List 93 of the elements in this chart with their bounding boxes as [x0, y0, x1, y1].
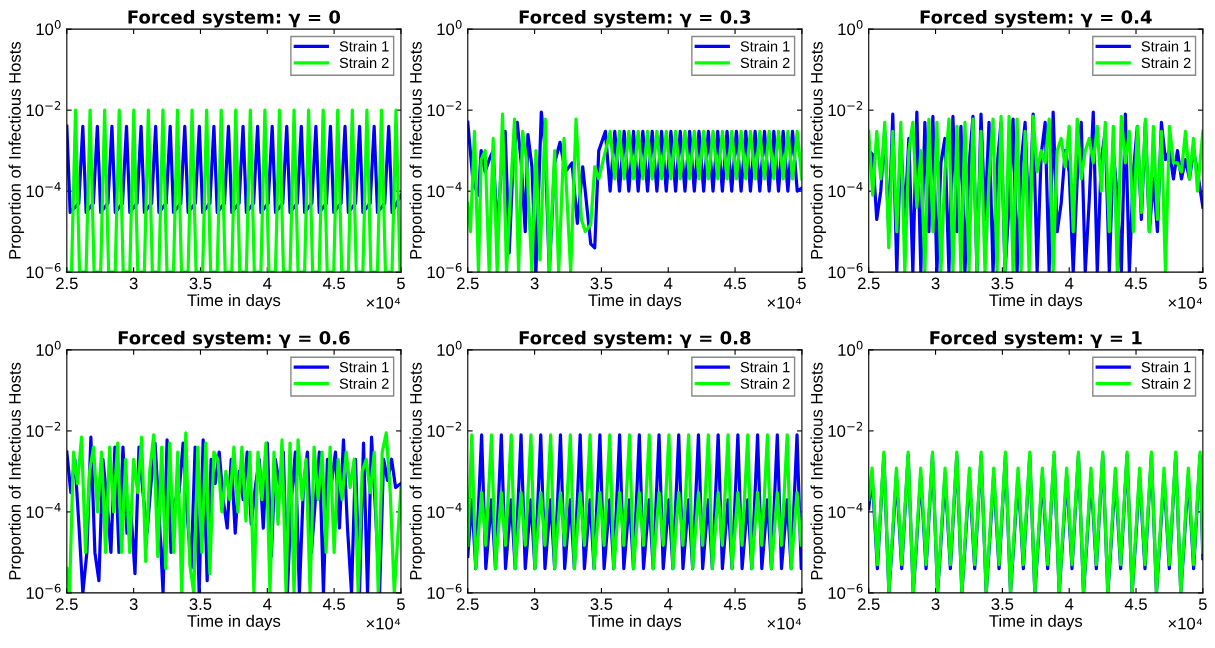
- y-tick-label: 10$^{0}$: [838, 340, 863, 356]
- y-tick-label: 10$^{−4}$: [26, 502, 61, 519]
- x-tick-label: 4: [1064, 277, 1074, 290]
- x-axis-title: Time in days: [588, 293, 682, 310]
- legend-label: Strain 2: [1141, 378, 1191, 389]
- y-tick-label: 10$^{−2}$: [828, 101, 863, 117]
- y-tick-label: 10$^{−4}$: [26, 182, 61, 198]
- x-tick-label: 3: [530, 277, 539, 290]
- y-tick-label: 10$^{0}$: [36, 20, 61, 36]
- y-tick-label: 10$^{0}$: [437, 340, 462, 356]
- text: ×10⁴: [366, 296, 401, 309]
- x-tick-label: 3: [931, 598, 940, 611]
- x-axis-title: Time in days: [989, 293, 1083, 310]
- x-tick-label: 5: [1198, 277, 1207, 290]
- x-tick-label: 4.5: [723, 277, 746, 290]
- y-axis-title: Proportion of Infectious Hosts: [409, 362, 426, 580]
- x-tick-label: 5: [396, 598, 405, 611]
- legend-label: Strain 1: [740, 361, 790, 373]
- y-tick-label: 10$^{−4}$: [828, 502, 863, 519]
- x-tick-label: 3.5: [590, 598, 613, 611]
- x-tick-label: 4: [1064, 598, 1074, 610]
- legend-label: Strain 2: [339, 57, 389, 69]
- chart-title: Forced system: γ = 0: [128, 9, 341, 28]
- legend-label: Strain 2: [1141, 57, 1191, 69]
- x-axis-title: Time in days: [187, 614, 281, 631]
- legend-label: Strain 2: [339, 378, 389, 389]
- x-tick-label: 2.5: [56, 598, 78, 611]
- x-axis-title: Time in days: [989, 614, 1083, 631]
- x-tick-label: 3.5: [189, 277, 212, 290]
- x-tick-label: 5: [797, 277, 806, 290]
- text: ×10⁴: [767, 617, 802, 630]
- x-tick-label: 5: [1198, 598, 1207, 611]
- x-tick-label: 3.5: [189, 598, 212, 611]
- x-tick-label: 4.5: [322, 277, 346, 290]
- x-tick-label: 4: [263, 598, 272, 610]
- y-tick-label: 10$^{0}$: [838, 20, 863, 36]
- legend-label: Strain 2: [740, 378, 790, 389]
- y-tick-label: 10$^{−2}$: [828, 421, 863, 437]
- x-tick-label: 3: [129, 598, 138, 611]
- x-tick-label: 2.5: [857, 598, 880, 611]
- x-tick-label: 2.5: [457, 598, 479, 611]
- x-tick-label: 4.5: [723, 598, 746, 611]
- x-tick-label: 4.5: [1124, 277, 1147, 290]
- y-tick-label: 10$^{0}$: [36, 340, 61, 356]
- chart-title: Forced system: γ = 0.4: [920, 9, 1152, 28]
- x-tick-label: 2.5: [56, 277, 78, 290]
- legend-label: Strain 1: [1141, 40, 1191, 52]
- y-tick-label: 10$^{−2}$: [26, 421, 61, 437]
- y-tick-label: 10$^{−2}$: [427, 421, 462, 437]
- x-tick-label: 3.5: [991, 598, 1014, 611]
- x-tick-label: 4.5: [322, 598, 346, 611]
- y-axis-title: Proportion of Infectious Hosts: [409, 41, 426, 259]
- legend-label: Strain 1: [339, 40, 389, 52]
- text: ×10⁴: [1168, 296, 1203, 309]
- y-tick-label: 10$^{−6}$: [26, 583, 61, 599]
- y-axis-title: Proportion of Infectious Hosts: [8, 362, 25, 580]
- y-axis-title: Proportion of Infectious Hosts: [810, 41, 826, 259]
- legend-label: Strain 1: [339, 361, 389, 373]
- x-tick-label: 3.5: [991, 277, 1014, 290]
- y-tick-label: 10$^{0}$: [437, 20, 462, 36]
- x-tick-label: 4: [664, 598, 673, 610]
- x-axis-title: Time in days: [187, 293, 281, 310]
- x-tick-label: 3: [129, 277, 138, 290]
- y-tick-label: 10$^{−2}$: [26, 101, 61, 117]
- y-tick-label: 10$^{−6}$: [828, 583, 863, 599]
- y-tick-label: 10$^{−4}$: [427, 182, 462, 198]
- y-tick-label: 10$^{−6}$: [427, 583, 462, 599]
- y-tick-label: 10$^{−2}$: [427, 101, 462, 117]
- x-tick-label: 2.5: [457, 277, 479, 290]
- x-tick-label: 4: [263, 277, 272, 290]
- y-axis-title: Proportion of Infectious Hosts: [810, 362, 826, 580]
- x-tick-label: 5: [396, 277, 405, 290]
- x-axis-title: Time in days: [588, 614, 682, 631]
- chart-title: Forced system: γ = 0.8: [519, 330, 751, 349]
- legend-label: Strain 1: [1141, 361, 1191, 373]
- y-axis-title: Proportion of Infectious Hosts: [8, 41, 25, 259]
- x-tick-label: 4: [664, 277, 673, 290]
- x-tick-label: 2.5: [857, 277, 880, 290]
- y-tick-label: 10$^{−4}$: [427, 502, 462, 519]
- chart-title: Forced system: γ = 1: [930, 330, 1142, 349]
- x-tick-label: 3.5: [590, 277, 613, 290]
- x-tick-label: 3: [530, 598, 539, 611]
- y-tick-label: 10$^{−4}$: [828, 182, 863, 198]
- legend-label: Strain 2: [740, 57, 790, 69]
- x-tick-label: 5: [797, 598, 806, 611]
- chart-title: Forced system: γ = 0.6: [118, 330, 350, 349]
- text: ×10⁴: [767, 296, 802, 309]
- legend-label: Strain 1: [740, 40, 790, 52]
- chart-title: Forced system: γ = 0.3: [519, 9, 751, 28]
- x-tick-label: 3: [931, 277, 940, 290]
- text: ×10⁴: [366, 617, 401, 630]
- x-tick-label: 4.5: [1124, 598, 1147, 611]
- text: ×10⁴: [1168, 617, 1203, 630]
